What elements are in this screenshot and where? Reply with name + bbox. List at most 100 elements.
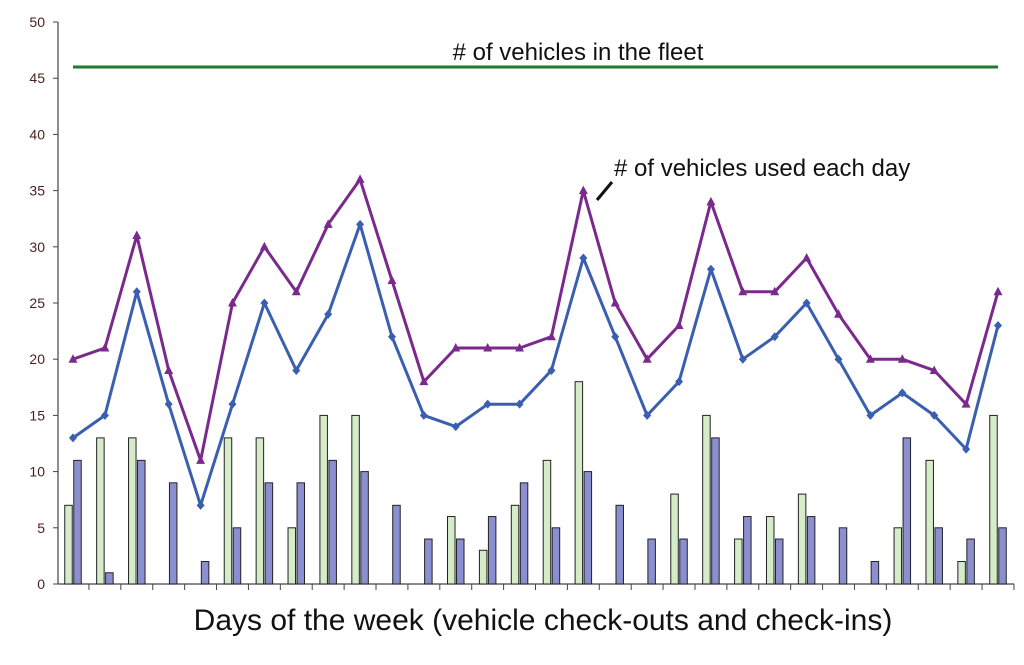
triangle-marker [929,365,939,374]
diamond-marker [675,377,684,387]
checkout-bar [574,381,584,585]
x-axis-label: Days of the week (vehicle check-outs and… [194,604,893,637]
triangle-marker [419,376,429,386]
checkout-bar [702,414,711,585]
y-tick-label: 5 [37,520,45,536]
checkin-bar [487,516,497,585]
checkout-bar [351,414,360,585]
checkin-bar [264,482,274,585]
checkout-bar [128,437,137,585]
diamond-marker [738,354,747,364]
checkout-bar [893,527,903,585]
diamond-marker [451,422,460,432]
triangle-marker [355,174,365,183]
checkin-bar [711,437,720,585]
diamond-marker [547,365,556,375]
checkout-bar [989,414,998,585]
triangle-marker [834,309,844,318]
y-tick-label: 15 [29,407,45,423]
checkin-bar [838,527,848,585]
checkout-bar [96,437,105,585]
diamond-marker [132,287,141,297]
triangle-marker [483,342,493,352]
triangle-marker [802,253,812,262]
y-axis: 0 5 10 15 20 25 30 35 40 45 50 [29,14,59,592]
diamond-marker [834,354,843,364]
triangle-marker [770,286,780,296]
diamond-marker [930,410,939,420]
checkin-bar [328,459,337,585]
checkout-bar [64,504,73,585]
diamond-marker [483,399,492,409]
total-usage-line [72,177,1000,462]
checkin-bar [806,516,816,585]
checkin-bar [934,527,943,585]
triangle-marker [993,286,1003,296]
y-tick-label: 10 [29,464,45,480]
checkin-bar [679,538,688,585]
checkin-bar [583,471,593,585]
diamond-marker [356,219,365,229]
diamond-marker [228,399,237,409]
triangle-marker [546,331,556,341]
diamond-marker [770,332,779,342]
triangle-marker [132,230,142,240]
checkout-bar [765,516,775,585]
checkout-bar [797,493,807,585]
checkin-bar [998,527,1007,585]
diamond-marker [100,410,109,420]
diamond-marker [196,500,205,510]
bar-series [64,381,1007,585]
triangle-marker [451,342,461,352]
triangle-marker [196,455,206,464]
y-tick-label: 40 [29,126,45,142]
triangle-marker [387,275,397,285]
checkin-bar [870,561,880,585]
diamond-marker [706,264,715,274]
diamond-marker [643,410,652,420]
diamond-marker [69,433,77,443]
checkin-bar [424,538,433,585]
checkout-bar [255,437,265,585]
checkin-bar [360,471,369,585]
triangle-marker [738,286,748,296]
checkout-bar [478,549,488,585]
triangle-marker [291,286,301,296]
triangle-marker [674,320,684,329]
checkin-bar [200,561,210,585]
y-tick-label: 20 [29,351,45,367]
diamond-marker [866,410,875,420]
checkin-bar [966,538,975,585]
y-tick-label: 50 [29,14,45,30]
diamond-marker [419,410,428,420]
y-tick-label: 45 [29,70,45,86]
checkin-bar [743,516,752,585]
checkin-bar [392,504,401,585]
checkin-bar [615,504,624,585]
diamond-marker [260,298,269,308]
checkout-bar [957,561,966,585]
diamond-marker [324,309,333,319]
triangle-marker [323,219,333,228]
daily-usage-line [72,222,1000,507]
triangle-marker [610,298,620,307]
checkout-bar [510,504,520,585]
diamond-marker [994,320,1002,330]
triangle-marker [897,354,907,363]
diamond-marker [962,444,971,454]
checkin-bar [902,437,912,585]
triangle-marker [259,241,269,251]
checkout-bar [542,459,552,585]
y-tick-label: 35 [29,183,45,199]
fleet-size-annotation: # of vehicles in the fleet [453,39,704,66]
checkin-bar [168,482,178,585]
diamond-marker [292,365,301,375]
checkin-bar [456,538,465,585]
checkout-bar [925,459,934,585]
checkin-bar [774,538,784,585]
triangle-marker [642,354,652,363]
checkin-bar [137,459,146,585]
diamond-marker [387,332,396,342]
daily-usage-leader-line [595,181,614,201]
